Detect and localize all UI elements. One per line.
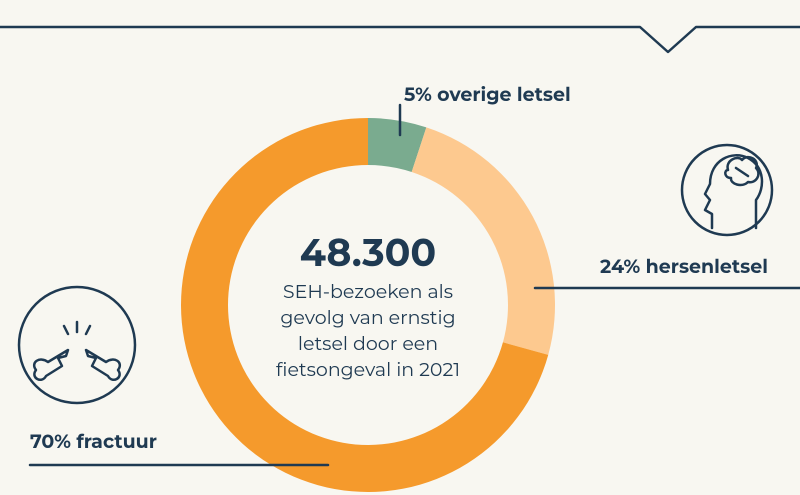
center-value: 48.300 bbox=[300, 229, 436, 276]
header-line bbox=[0, 25, 800, 54]
center-text: letsel door een bbox=[298, 332, 438, 355]
head-icon bbox=[680, 143, 774, 237]
donut-segment bbox=[411, 127, 555, 355]
data-label: 24% hersenletsel bbox=[600, 255, 768, 278]
bone-icon bbox=[17, 285, 137, 405]
data-label: 70% fractuur bbox=[30, 430, 157, 453]
donut-segment bbox=[368, 118, 427, 172]
center-text: fietsongeval in 2021 bbox=[276, 358, 460, 381]
data-label: 5% overige letsel bbox=[404, 83, 571, 106]
center-text: SEH-bezoeken als bbox=[283, 280, 453, 303]
center-text: gevolg van ernstig bbox=[280, 306, 455, 329]
